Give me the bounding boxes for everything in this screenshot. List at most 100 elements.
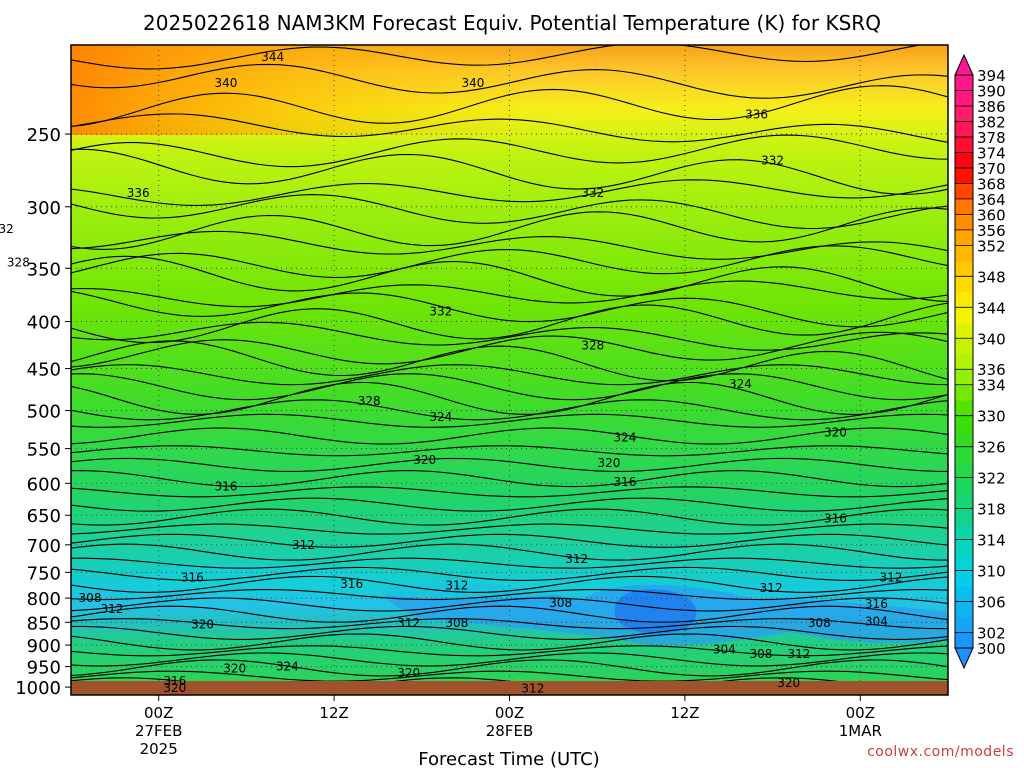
contour-label: 316: [163, 674, 186, 688]
colorbar-swatch: [955, 462, 973, 479]
contour-line: [71, 470, 948, 488]
x-tick-label: 00Z: [846, 704, 875, 722]
contour-label: 316: [181, 571, 204, 585]
contour-label: 324: [276, 660, 299, 674]
x-tick-label: 27FEB: [135, 722, 182, 740]
x-tick-label: 28FEB: [486, 722, 533, 740]
y-tick-label: 650: [27, 506, 61, 527]
colorbar-label: 374: [977, 144, 1006, 162]
contour-label: 312: [787, 647, 810, 661]
colorbar-swatch: [955, 617, 973, 634]
contour-label: 308: [549, 596, 572, 610]
contour-label: 312: [445, 578, 468, 592]
colorbar-swatch: [955, 260, 973, 277]
colorbar-swatch: [955, 586, 973, 603]
contour-label: 308: [79, 591, 102, 605]
contour-label: 332: [581, 186, 604, 200]
colorbar-label: 356: [977, 222, 1006, 240]
y-tick-label: 250: [27, 125, 61, 146]
colorbar-label: 340: [977, 330, 1006, 348]
contour-line: [71, 486, 948, 498]
contour-label: 316: [865, 597, 888, 611]
plot-area: [70, 44, 949, 696]
colorbar-swatch: [955, 369, 973, 386]
colorbar-label: 330: [977, 408, 1006, 426]
contour-label: 308: [749, 647, 772, 661]
contour-line: [71, 340, 948, 382]
y-tick-label: 900: [27, 636, 61, 657]
colorbar-label: 336: [977, 361, 1006, 379]
colorbar-swatch: [955, 570, 973, 587]
colorbar-swatch: [955, 136, 973, 153]
contour-label: 332: [429, 304, 452, 318]
colorbar-swatch: [955, 384, 973, 401]
colorbar-swatch: [955, 183, 973, 200]
contour-label: 324: [429, 410, 452, 424]
y-tick-label: 950: [27, 658, 61, 679]
colorbar-label: 348: [977, 268, 1006, 286]
contour-line: [71, 645, 948, 657]
contour-label: 320: [597, 456, 620, 470]
colorbar-low-arrow: [954, 647, 974, 670]
contour-labels: 344 340 340 336 332 336 332 332 328 332 328 328 324 3…: [0, 50, 902, 696]
colorbar-label: 334: [977, 377, 1006, 395]
colorbar-swatch: [955, 508, 973, 525]
colorbar-label: 370: [977, 160, 1006, 178]
colorbar-label: 360: [977, 206, 1006, 224]
contour-label: 344: [261, 50, 284, 64]
contour-label: 328: [7, 256, 30, 270]
y-tick-label: 1000: [15, 678, 61, 699]
contour-label: 312: [100, 602, 123, 616]
colorbar-swatch: [955, 539, 973, 556]
contour-label: 328: [358, 394, 381, 408]
colorbar-label: 326: [977, 439, 1006, 457]
colorbar-swatch: [955, 431, 973, 448]
contour-label: 308: [808, 616, 831, 630]
x-axis-title: Forecast Time (UTC): [418, 749, 599, 768]
x-tick-label: 1MAR: [839, 722, 882, 740]
y-tick-label: 850: [27, 613, 61, 634]
contour-label: 340: [462, 76, 485, 90]
colorbar-label: 314: [977, 532, 1006, 550]
colorbar-swatch: [955, 601, 973, 618]
contour-label: 324: [729, 377, 752, 391]
contour-line: [71, 364, 948, 386]
contour-line: [71, 148, 948, 195]
contour-line: [71, 597, 948, 612]
contour-line: [71, 245, 948, 279]
colorbar-label: 368: [977, 175, 1006, 193]
contour-label: 312: [760, 581, 783, 595]
chart-title: 2025022618 NAM3KM Forecast Equiv. Potent…: [143, 11, 881, 35]
contour-label: 320: [223, 662, 246, 676]
contour-line: [71, 652, 948, 667]
y-tick-label: 300: [27, 198, 61, 219]
contour-label: 304: [865, 614, 888, 628]
y-axis: 2503003504004505005506006507007508008509…: [15, 125, 71, 699]
contour-line: [71, 605, 948, 623]
contour-line: [71, 399, 948, 421]
contour-line: [71, 413, 948, 428]
contour-label: 332: [761, 153, 784, 167]
colorbar-swatch: [955, 75, 973, 91]
y-tick-label: 400: [27, 313, 61, 334]
lowest-theta-e-core: [614, 589, 697, 634]
contour-line: [71, 457, 948, 472]
colorbar-swatch: [955, 415, 973, 432]
colorbar-swatch: [955, 105, 973, 122]
contour-label: 324: [614, 431, 637, 445]
contour-label: 316: [614, 475, 637, 489]
colorbar-label: 394: [977, 67, 1006, 85]
contour-label: 336: [745, 107, 768, 121]
colorbar-swatch: [955, 198, 973, 215]
contour-lines: [71, 45, 948, 692]
colorbar-label: 382: [977, 113, 1006, 131]
y-tick-label: 600: [27, 474, 61, 495]
contour-label: 312: [397, 616, 420, 630]
y-tick-label: 700: [27, 536, 61, 557]
colorbar-label: 352: [977, 237, 1006, 255]
x-tick-label: 00Z: [144, 704, 173, 722]
contour-line: [71, 373, 948, 401]
colorbar-label: 302: [977, 625, 1006, 643]
